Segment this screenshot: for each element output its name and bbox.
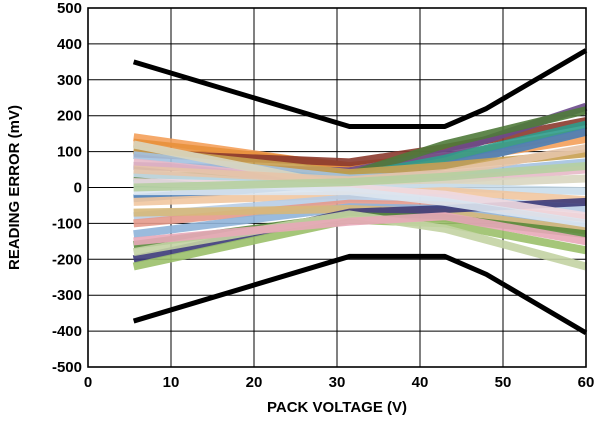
lower-limit-line: [132, 253, 588, 336]
x-axis-label: PACK VOLTAGE (V): [267, 399, 407, 416]
y-tick-label: -500: [52, 359, 82, 376]
limit-lines: [132, 48, 588, 336]
y-tick-label: -100: [52, 215, 82, 232]
plot-frame: [87, 7, 587, 368]
y-tick-label: 100: [57, 144, 82, 161]
error-curve-26: [133, 161, 587, 192]
y-tick-label: 300: [57, 72, 82, 89]
error-curve-24: [133, 187, 587, 228]
x-tick-label: 0: [84, 374, 92, 391]
y-tick-label: 500: [57, 0, 82, 17]
y-tick-label: 400: [57, 36, 82, 53]
x-tick-label: 10: [163, 374, 180, 391]
x-tick-label: 50: [495, 374, 512, 391]
x-tick-label: 40: [412, 374, 429, 391]
upper-limit-line: [132, 48, 588, 129]
y-tick-label: -300: [52, 287, 82, 304]
x-tick-label: 60: [578, 374, 595, 391]
y-axis-label: READING ERROR (mV): [6, 105, 23, 270]
x-tick-labels: 0 10 20 30 40 50 60: [84, 374, 595, 391]
x-tick-label: 20: [246, 374, 263, 391]
y-tick-label: 0: [74, 180, 82, 197]
error-curves: [132, 102, 588, 271]
y-tick-label: 200: [57, 108, 82, 125]
y-tick-label: -400: [52, 323, 82, 340]
y-tick-label: -200: [52, 251, 82, 268]
y-tick-labels: -500 -400 -300 -200 -100 0 100 200 300 400 500: [52, 0, 82, 376]
error-curve-22: [133, 212, 587, 246]
x-tick-label: 30: [329, 374, 346, 391]
